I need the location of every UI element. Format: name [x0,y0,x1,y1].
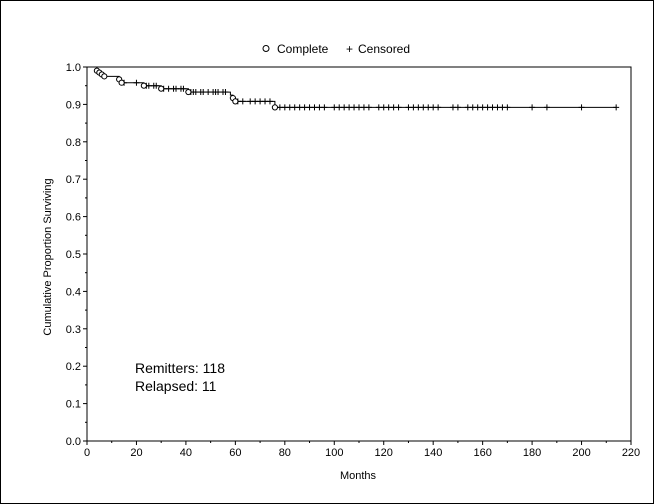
x-tick-label: 140 [424,447,442,459]
y-tick-label: 0.9 [66,99,81,111]
y-tick-label: 0.8 [66,137,81,149]
x-axis-label: Months [340,470,377,482]
legend-censored-label: Censored [358,42,410,56]
censored-marker [133,79,140,86]
complete-event-marker [140,82,147,89]
complete-event-marker [118,79,125,86]
y-tick-label: 0.2 [66,361,81,373]
censored-marker [266,98,273,105]
x-tick-label: 40 [180,447,192,459]
censored-marker [153,82,160,89]
x-tick-label: 20 [130,447,142,459]
y-axis: 0.0 0.1 0.2 0.3 0.4 0.5 0.6 0.7 0.8 0.9 1.0 [66,62,87,448]
x-tick-label: 220 [622,447,640,459]
y-tick-label: 0.6 [66,212,81,224]
complete-event-marker [271,104,279,111]
censored-marker [395,104,402,111]
censored-marker [435,104,442,111]
survival-series [87,66,620,111]
legend: Complete + Censored [262,42,410,56]
censored-marker [543,104,550,111]
y-tick-label: 0.4 [66,286,81,298]
legend-complete-label: Complete [277,42,329,56]
plot-area [86,66,632,442]
complete-event-marker [185,88,192,96]
annotation-relapsed: Relapsed: 11 [135,378,217,394]
legend-censored-marker: + [346,42,353,56]
censored-marker [613,104,620,111]
censored-marker [578,104,585,111]
complete-event-marker [158,85,165,92]
x-tick-label: 100 [325,447,343,459]
y-tick-label: 0.0 [66,436,81,448]
x-tick-label: 160 [473,447,491,459]
annotation-remitters: Remitters: 118 [135,360,225,376]
censored-marker [504,104,511,111]
y-tick-label: 0.7 [66,174,81,186]
censored-marker [365,104,372,111]
censored-marker [321,104,328,111]
y-tick-label: 0.1 [66,399,81,411]
censored-marker [180,85,187,92]
censored-marker [454,104,461,111]
x-axis: 0 20 40 60 80 100 120 140 160 180 200 220 [84,441,640,459]
x-tick-label: 60 [229,447,241,459]
x-tick-label: 120 [375,447,393,459]
censored-marker [529,104,536,111]
x-tick-label: 200 [572,447,590,459]
complete-event-marker [101,73,108,80]
x-tick-label: 180 [523,447,541,459]
y-tick-label: 1.0 [66,62,81,74]
censored-marker [239,98,246,105]
x-tick-label: 80 [279,447,291,459]
x-tick-label: 0 [84,447,90,459]
y-tick-label: 0.5 [66,249,81,261]
y-tick-label: 0.3 [66,324,81,336]
y-axis-label: Cumulative Proportion Surviving [42,178,54,335]
complete-event-marker [232,98,239,105]
legend-complete-marker [262,45,270,52]
censored-marker [222,89,229,96]
